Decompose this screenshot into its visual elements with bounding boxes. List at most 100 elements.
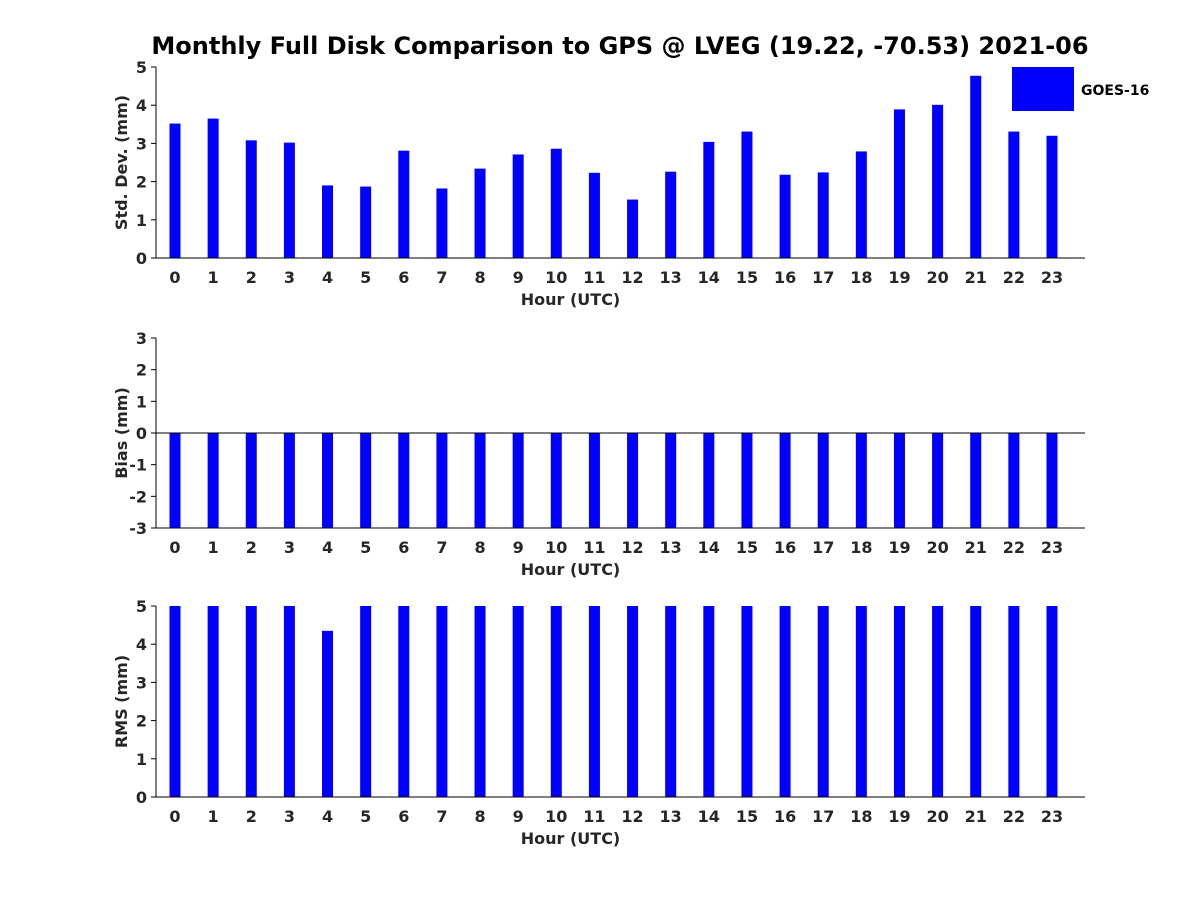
- x-tick-label: 9: [513, 268, 524, 287]
- y-tick-label: 3: [136, 329, 147, 348]
- y-tick-label: 2: [136, 173, 147, 192]
- bar: [665, 433, 677, 528]
- bar: [322, 185, 334, 258]
- bar: [550, 433, 562, 528]
- x-tick-label: 22: [1003, 538, 1025, 557]
- bar: [627, 199, 639, 258]
- x-tick-label: 12: [621, 538, 643, 557]
- bar: [436, 188, 448, 258]
- bar: [245, 140, 257, 258]
- x-tick-label: 3: [284, 268, 295, 287]
- bar: [779, 606, 791, 797]
- x-tick-label: 21: [965, 268, 987, 287]
- bar: [855, 151, 867, 258]
- x-tick-label: 18: [850, 807, 872, 826]
- x-tick-label: 7: [436, 538, 447, 557]
- x-tick-label: 11: [583, 268, 605, 287]
- x-tick-label: 8: [474, 538, 485, 557]
- y-axis-label: Bias (mm): [112, 387, 131, 479]
- bar: [932, 433, 944, 528]
- y-tick-label: 3: [136, 134, 147, 153]
- x-tick-label: 5: [360, 807, 371, 826]
- bar: [512, 433, 524, 528]
- bar: [817, 433, 829, 528]
- bar: [817, 606, 829, 797]
- y-tick-label: 0: [136, 424, 147, 443]
- bar: [436, 433, 448, 528]
- bar: [512, 606, 524, 797]
- y-tick-label: 4: [136, 96, 147, 115]
- x-tick-label: 1: [208, 807, 219, 826]
- x-tick-label: 0: [169, 807, 180, 826]
- bar: [893, 109, 905, 259]
- x-tick-label: 4: [322, 538, 333, 557]
- x-tick-label: 15: [736, 807, 758, 826]
- x-tick-label: 1: [208, 268, 219, 287]
- bar: [207, 606, 219, 797]
- bar: [855, 606, 867, 797]
- y-tick-label: 0: [136, 788, 147, 807]
- bar: [893, 606, 905, 797]
- chart-title: Monthly Full Disk Comparison to GPS @ LV…: [151, 32, 1088, 60]
- bar: [932, 606, 944, 797]
- x-tick-label: 4: [322, 268, 333, 287]
- bar: [1046, 433, 1058, 528]
- bar: [741, 606, 753, 797]
- x-tick-label: 6: [398, 268, 409, 287]
- y-axis-label: Std. Dev. (mm): [112, 95, 131, 230]
- x-tick-label: 16: [774, 807, 796, 826]
- x-tick-label: 15: [736, 268, 758, 287]
- bar: [207, 118, 219, 258]
- y-tick-label: 0: [136, 249, 147, 268]
- x-tick-label: 4: [322, 807, 333, 826]
- x-tick-label: 19: [888, 807, 910, 826]
- x-tick-label: 13: [660, 268, 682, 287]
- bar: [436, 606, 448, 797]
- bar: [1008, 606, 1020, 797]
- bar: [474, 168, 486, 258]
- bar: [283, 606, 295, 797]
- y-tick-label: -2: [129, 487, 147, 506]
- y-tick-label: 4: [136, 635, 147, 654]
- bar: [360, 186, 372, 258]
- bar: [169, 606, 181, 797]
- y-tick-label: 1: [136, 211, 147, 230]
- bar: [588, 606, 600, 797]
- bar: [703, 606, 715, 797]
- x-tick-label: 20: [926, 538, 948, 557]
- x-tick-label: 7: [436, 268, 447, 287]
- x-axis-label: Hour (UTC): [521, 560, 621, 579]
- x-tick-label: 16: [774, 538, 796, 557]
- bar: [588, 172, 600, 258]
- x-tick-label: 13: [660, 807, 682, 826]
- x-tick-label: 8: [474, 807, 485, 826]
- x-tick-label: 23: [1041, 807, 1063, 826]
- x-tick-label: 18: [850, 268, 872, 287]
- x-tick-label: 17: [812, 268, 834, 287]
- x-tick-label: 13: [660, 538, 682, 557]
- bar: [474, 433, 486, 528]
- bar: [1046, 606, 1058, 797]
- bar: [512, 154, 524, 258]
- bar: [665, 171, 677, 258]
- x-tick-label: 2: [246, 538, 257, 557]
- legend: GOES-16: [1012, 67, 1149, 111]
- bar: [703, 141, 715, 258]
- x-tick-label: 17: [812, 807, 834, 826]
- bar: [360, 433, 372, 528]
- bar: [169, 123, 181, 258]
- x-tick-label: 21: [965, 538, 987, 557]
- x-tick-label: 7: [436, 807, 447, 826]
- bar: [398, 150, 410, 258]
- x-tick-label: 2: [246, 807, 257, 826]
- x-tick-label: 0: [169, 268, 180, 287]
- x-tick-label: 19: [888, 268, 910, 287]
- y-tick-label: 5: [136, 58, 147, 77]
- x-tick-label: 22: [1003, 807, 1025, 826]
- x-tick-label: 23: [1041, 268, 1063, 287]
- y-tick-label: -1: [129, 456, 147, 475]
- bar: [627, 433, 639, 528]
- x-tick-label: 16: [774, 268, 796, 287]
- y-tick-label: 2: [136, 712, 147, 731]
